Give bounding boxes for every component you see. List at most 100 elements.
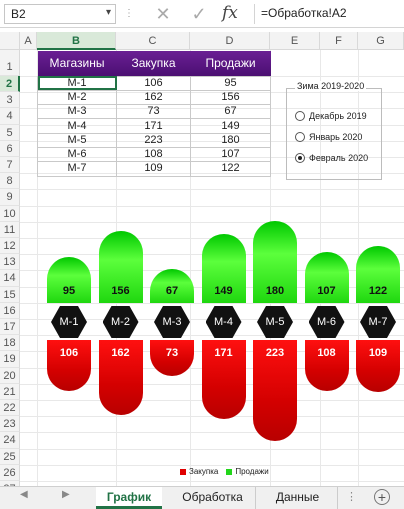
category-label: М-4 [205,306,242,338]
table-cell[interactable]: М-7 [37,161,117,177]
table-cell[interactable]: 67 [190,104,271,120]
row-header-22[interactable]: 22 [0,400,20,417]
table-cell[interactable]: 122 [190,161,271,177]
purchase-bar[interactable]: 171 [201,340,246,419]
category-label: М-2 [102,306,139,338]
column-header-b[interactable]: B [37,32,116,50]
sales-bar[interactable]: 67 [150,269,194,303]
row-header-4[interactable]: 4 [0,108,20,125]
add-sheet-icon[interactable]: + [374,489,390,505]
tab-dannye[interactable]: Данные [258,487,338,509]
sales-value-label: 180 [265,284,285,297]
table-cell[interactable]: М-1 [37,75,117,91]
sales-bar[interactable]: 156 [98,230,143,303]
select-all-corner[interactable] [0,32,20,50]
tab-obrabotka[interactable]: Обработка [170,487,256,509]
purchase-value-label: 109 [368,347,388,359]
row-header-1[interactable]: 1 [0,50,20,76]
column-header-e[interactable]: E [270,32,320,50]
table-cell[interactable]: 107 [190,146,271,163]
formula-input[interactable]: =Обработка!A2 [254,4,402,24]
purchase-bar[interactable]: 162 [98,340,143,415]
purchase-bar[interactable]: 223 [253,340,297,441]
scroll-right-icon[interactable]: ▶ [62,489,70,500]
table-cell[interactable]: 109 [116,161,191,177]
scroll-left-icon[interactable]: ◀ [20,489,28,500]
radio-label: Декабрь 2019 [309,111,367,121]
table-cell[interactable]: М-2 [37,89,117,106]
row-header-19[interactable]: 19 [0,351,20,368]
row-header-13[interactable]: 13 [0,254,20,271]
row-header-26[interactable]: 26 [0,464,20,481]
row-header-2[interactable]: 2 [0,76,20,93]
row-header-15[interactable]: 15 [0,286,20,303]
row-header-8[interactable]: 8 [0,173,20,190]
table-cell[interactable]: 95 [190,75,271,91]
row-header-20[interactable]: 20 [0,367,20,384]
row-header-25[interactable]: 25 [0,448,20,465]
radio-button-icon[interactable] [295,111,305,121]
row-header-9[interactable]: 9 [0,189,20,206]
column-header-f[interactable]: F [320,32,358,50]
row-header-21[interactable]: 21 [0,383,20,400]
row-header-14[interactable]: 14 [0,270,20,287]
row-header-7[interactable]: 7 [0,157,20,174]
category-label: М-3 [154,306,190,338]
purchase-bar[interactable]: 73 [150,340,194,377]
purchase-bar[interactable]: 109 [356,340,400,392]
gridline [190,50,191,486]
table-row: М-5 223 180 [37,132,271,148]
table-cell[interactable]: М-4 [37,118,117,134]
radio-option[interactable]: Январь 2020 [295,132,362,142]
radio-option[interactable]: Декабрь 2019 [295,111,367,121]
purchase-value-label: 223 [265,347,285,359]
row-header-11[interactable]: 11 [0,221,20,238]
sales-bar[interactable]: 149 [201,233,246,303]
radio-button-icon[interactable] [295,153,305,163]
sales-bar[interactable]: 107 [304,251,349,303]
table-cell[interactable]: 162 [116,89,191,106]
enter-icon[interactable]: ✓ [191,4,207,24]
table-cell[interactable]: 73 [116,104,191,120]
row-header-24[interactable]: 24 [0,432,20,449]
table-cell[interactable]: 180 [190,132,271,148]
table-header: Продажи [190,51,271,76]
row-header-17[interactable]: 17 [0,319,20,336]
insert-function-icon[interactable]: fx [222,3,238,23]
row-header-5[interactable]: 5 [0,124,20,141]
table-cell[interactable]: М-6 [37,146,117,163]
table-cell[interactable]: 108 [116,146,191,163]
row-header-23[interactable]: 23 [0,416,20,433]
cancel-icon[interactable]: ✕ [155,4,171,24]
sales-bar[interactable]: 180 [253,220,297,303]
table-cell[interactable]: 171 [116,118,191,134]
name-box[interactable]: B2 ▾ [4,4,116,24]
row-header-3[interactable]: 3 [0,92,20,109]
row-header-10[interactable]: 10 [0,205,20,222]
chevron-down-icon[interactable]: ▾ [105,7,111,18]
sales-bar[interactable]: 122 [356,245,400,303]
table-cell[interactable]: 149 [190,118,271,134]
table-cell[interactable]: 156 [190,89,271,106]
purchase-bar[interactable]: 108 [304,340,349,392]
row-header-16[interactable]: 16 [0,302,20,319]
more-tabs-icon: ⋮ [346,491,357,503]
row-header-6[interactable]: 6 [0,140,20,157]
column-header-c[interactable]: C [116,32,190,50]
column-header-g[interactable]: G [358,32,404,50]
row-header-18[interactable]: 18 [0,335,20,352]
table-cell[interactable]: 106 [116,75,191,91]
radio-button-icon[interactable] [295,132,305,142]
radio-option[interactable]: Февраль 2020 [295,153,368,163]
sales-value-label: 95 [62,284,76,297]
table-cell[interactable]: М-3 [37,104,117,120]
legend-swatch-purchase [180,468,186,475]
table-cell[interactable]: М-5 [37,132,117,148]
tab-grafik[interactable]: График [96,487,162,509]
sales-bar[interactable]: 95 [47,257,91,303]
table-cell[interactable]: 223 [116,132,191,148]
column-header-a[interactable]: A [20,32,37,50]
purchase-bar[interactable]: 106 [47,340,91,391]
row-header-12[interactable]: 12 [0,238,20,255]
column-header-d[interactable]: D [190,32,270,50]
